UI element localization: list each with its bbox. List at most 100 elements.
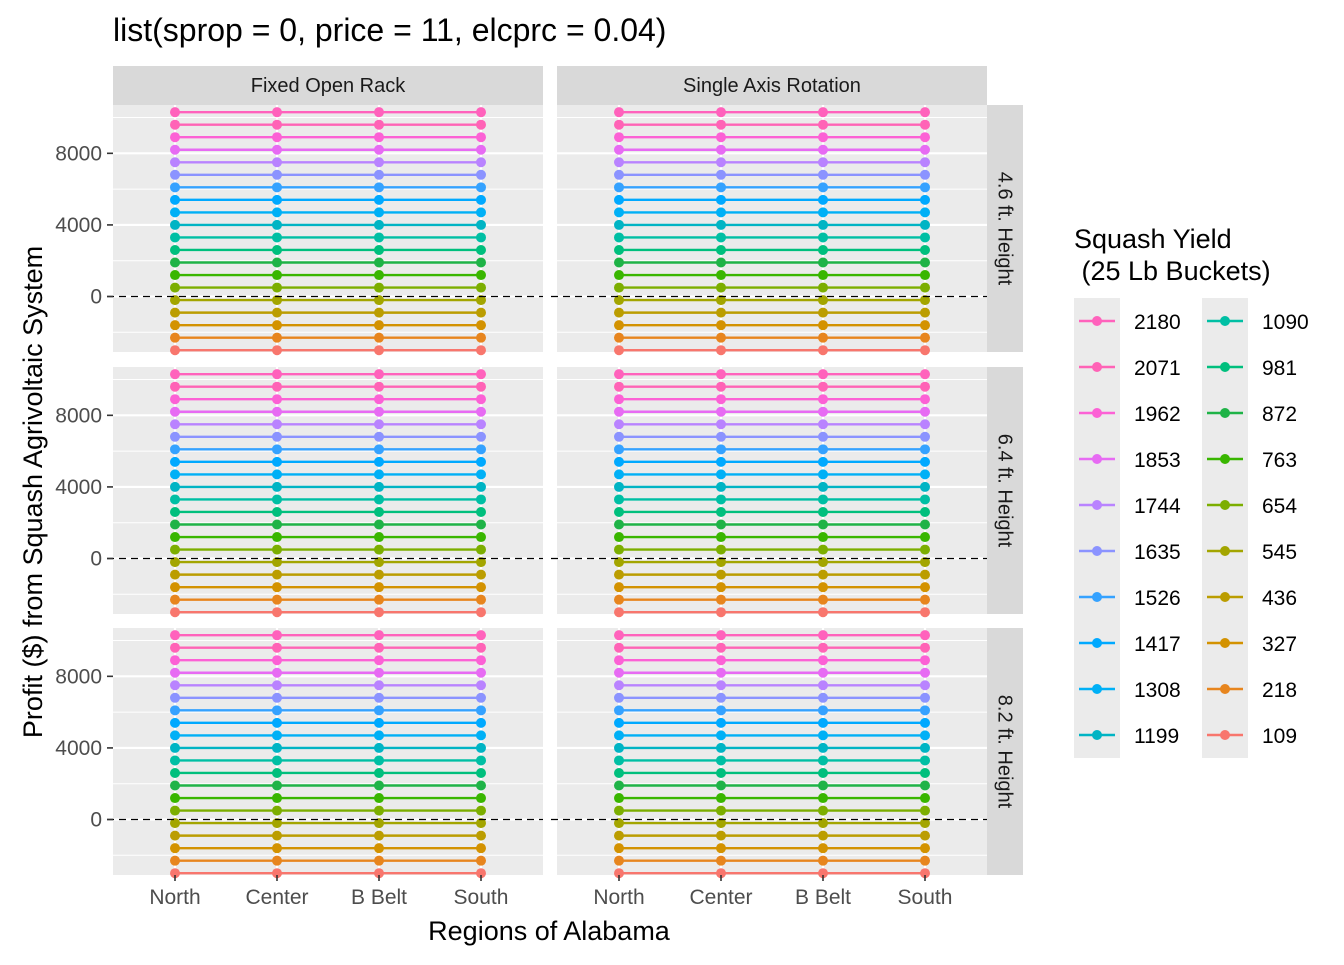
data-point — [818, 818, 828, 829]
data-point — [374, 594, 384, 605]
data-point — [170, 194, 180, 205]
data-point — [614, 755, 624, 766]
data-point — [818, 456, 828, 467]
data-point — [476, 705, 486, 716]
data-point — [818, 232, 828, 243]
data-point — [614, 182, 624, 193]
series-981 — [614, 506, 930, 517]
data-point — [476, 295, 486, 306]
data-point — [818, 219, 828, 230]
legend-item-2180: 2180 — [1074, 298, 1181, 344]
legend-key-point — [1220, 316, 1230, 326]
legend-key-point — [1220, 684, 1230, 694]
data-point — [476, 717, 486, 728]
data-point — [170, 282, 180, 293]
series-1744 — [614, 680, 930, 691]
data-point — [716, 219, 726, 230]
data-point — [272, 431, 282, 442]
data-point — [170, 569, 180, 580]
data-point — [170, 444, 180, 455]
data-point — [818, 444, 828, 455]
facet-panel — [551, 105, 987, 356]
legend-key-point — [1092, 500, 1102, 510]
data-point — [614, 232, 624, 243]
legend-label: 1308 — [1134, 679, 1181, 702]
data-point — [170, 519, 180, 530]
legend-label: 1744 — [1134, 495, 1181, 518]
series-654 — [170, 544, 486, 555]
data-point — [170, 582, 180, 593]
x-tick-label: B Belt — [795, 886, 851, 909]
data-point — [272, 544, 282, 555]
data-point — [716, 532, 726, 543]
data-point — [476, 369, 486, 380]
data-point — [170, 207, 180, 218]
data-point — [272, 830, 282, 841]
series-1417 — [614, 717, 930, 728]
data-point — [716, 855, 726, 866]
data-point — [920, 843, 930, 854]
data-point — [716, 481, 726, 492]
series-327 — [170, 582, 486, 593]
series-872 — [614, 257, 930, 268]
data-point — [476, 419, 486, 430]
data-point — [716, 381, 726, 392]
data-point — [818, 307, 828, 318]
data-point — [818, 755, 828, 766]
data-point — [920, 444, 930, 455]
data-point — [614, 607, 624, 618]
data-point — [920, 320, 930, 331]
data-point — [716, 506, 726, 517]
data-point — [272, 282, 282, 293]
x-tick-label: South — [454, 886, 509, 909]
series-1526 — [614, 182, 930, 193]
data-point — [818, 843, 828, 854]
legend-item-327: 327 — [1202, 620, 1297, 666]
series-1853 — [170, 406, 486, 417]
legend-label: 218 — [1262, 679, 1297, 702]
data-point — [818, 282, 828, 293]
data-point — [920, 742, 930, 753]
data-point — [716, 431, 726, 442]
series-2071 — [170, 642, 486, 653]
data-point — [716, 295, 726, 306]
legend-title: (25 Lb Buckets) — [1074, 256, 1271, 286]
panel-background — [557, 367, 987, 614]
data-point — [170, 818, 180, 829]
data-point — [374, 717, 384, 728]
data-point — [476, 569, 486, 580]
data-point — [272, 642, 282, 653]
data-point — [614, 345, 624, 356]
data-point — [818, 544, 828, 555]
series-327 — [170, 320, 486, 331]
data-point — [374, 843, 384, 854]
data-point — [170, 630, 180, 641]
data-point — [920, 481, 930, 492]
legend-item-1962: 1962 — [1074, 390, 1181, 436]
row-strip-label: 4.6 ft. Height — [994, 172, 1016, 286]
series-763 — [614, 532, 930, 543]
data-point — [476, 818, 486, 829]
data-point — [374, 182, 384, 193]
data-point — [272, 144, 282, 155]
legend-item-1853: 1853 — [1074, 436, 1181, 482]
data-point — [818, 607, 828, 618]
data-point — [818, 868, 828, 879]
legend-key-point — [1092, 684, 1102, 694]
data-point — [818, 469, 828, 480]
data-point — [272, 332, 282, 343]
data-point — [272, 692, 282, 703]
data-point — [716, 406, 726, 417]
series-1526 — [170, 182, 486, 193]
data-point — [170, 705, 180, 716]
series-2180 — [614, 630, 930, 641]
series-1962 — [170, 132, 486, 143]
data-point — [716, 270, 726, 281]
data-point — [818, 194, 828, 205]
data-point — [374, 144, 384, 155]
data-point — [272, 182, 282, 193]
data-point — [170, 419, 180, 430]
data-point — [920, 655, 930, 666]
data-point — [374, 755, 384, 766]
